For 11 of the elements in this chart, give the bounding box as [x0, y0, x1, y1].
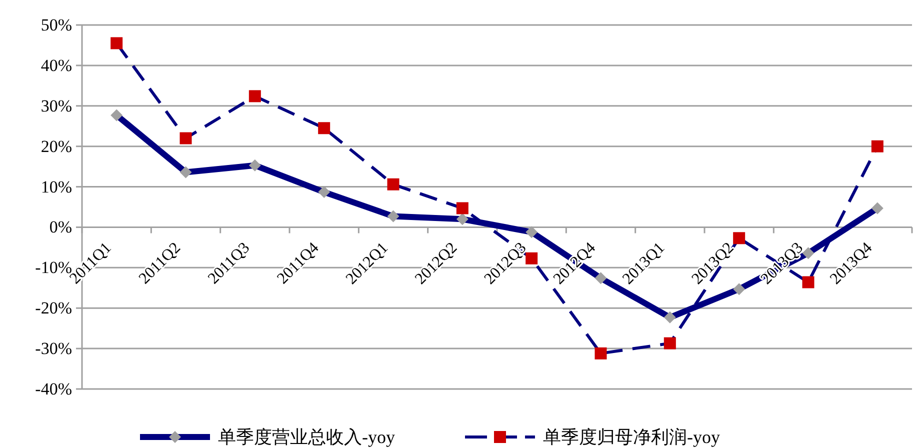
- y-tick-label: 30%: [40, 96, 72, 116]
- y-tick-label: -30%: [35, 339, 72, 358]
- y-tick-label: 40%: [40, 56, 72, 75]
- y-tick-label: -20%: [35, 298, 72, 318]
- y-tick-label: -40%: [35, 380, 72, 398]
- y-tick-label: 50%: [40, 16, 72, 34]
- y-tick-label: 20%: [40, 136, 72, 156]
- legend-label: 单季度营业总收入-yoy: [218, 427, 395, 447]
- y-tick-label: 0%: [49, 218, 72, 237]
- legend-label: 单季度归母净利润-yoy: [543, 427, 720, 447]
- y-tick-label: 10%: [40, 177, 72, 196]
